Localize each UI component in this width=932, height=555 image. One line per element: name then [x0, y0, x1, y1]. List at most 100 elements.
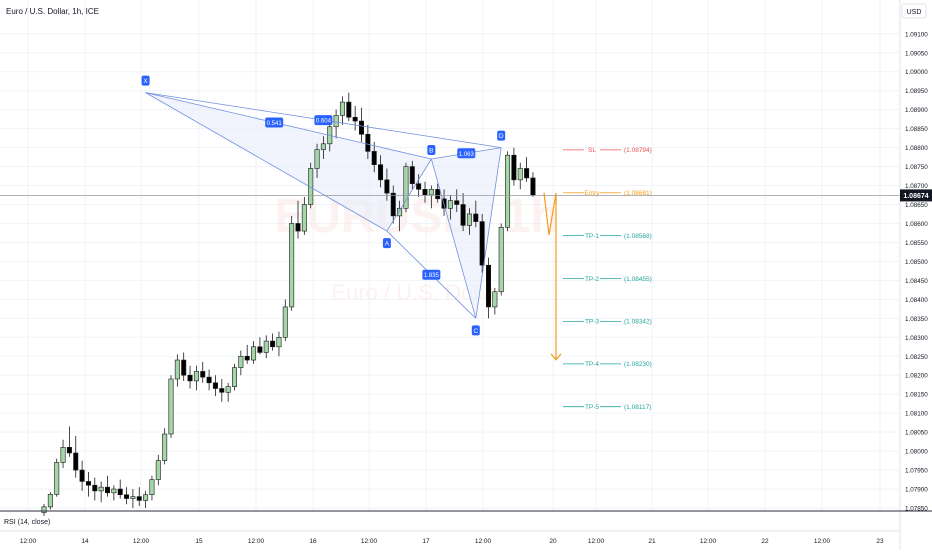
price-tick-label: 1.08400: [905, 297, 928, 304]
time-axis[interactable]: 12:00 14 12:00 15 12:00 16 12:00 17 12:00 20 12:00…: [20, 538, 884, 545]
price-tick-label: 1.08600: [905, 221, 928, 228]
time-tick-label: 12:00: [814, 538, 831, 545]
ratio-badge: [314, 115, 333, 126]
candle: [505, 151, 511, 232]
candle-body: [98, 486, 104, 492]
candle: [403, 162, 409, 213]
candle: [301, 196, 307, 235]
candle: [498, 223, 504, 296]
price-tick-label: 1.08900: [905, 107, 928, 114]
last-price-tag: 1.08674: [900, 189, 932, 202]
candle: [200, 361, 206, 383]
level-price: (1.08342): [624, 319, 652, 326]
candle: [276, 331, 282, 357]
candle: [358, 107, 364, 142]
symbol-title[interactable]: Euro / U.S. Dollar, 1h, ICE: [6, 7, 99, 16]
time-tick-label: 12:00: [248, 538, 265, 545]
time-tick-label: 12:00: [475, 538, 492, 545]
pattern-point-badge: [471, 325, 480, 336]
level-name: TP-3: [585, 319, 599, 326]
ratio-label: 1.063: [459, 152, 475, 158]
candle-body: [454, 200, 460, 205]
candle: [187, 365, 193, 389]
candle: [244, 344, 250, 364]
candle: [47, 492, 53, 510]
candle-body: [238, 355, 244, 368]
candle-body: [117, 488, 123, 496]
level-price: (1.08794): [624, 147, 652, 154]
candle: [466, 208, 472, 235]
pattern-point-badge: [382, 238, 391, 249]
price-axis[interactable]: 1.09100 1.09050 1.09000 1.08950 1.08900 1.088…: [905, 31, 928, 512]
candle-body: [416, 183, 422, 190]
rsi-label[interactable]: RSI (14, close): [4, 519, 50, 526]
time-tick-label: 16: [309, 538, 317, 545]
candle-body: [428, 189, 434, 196]
candle-body: [447, 200, 453, 209]
price-tick-label: 1.07900: [905, 487, 928, 494]
candle-body: [92, 484, 98, 492]
candle-body: [365, 134, 371, 152]
candle-body: [517, 168, 523, 181]
pattern-point-label: B: [429, 147, 433, 154]
candle-body: [473, 213, 479, 222]
price-tick-label: 1.08000: [905, 449, 928, 456]
candle-body: [358, 120, 364, 135]
candle-body: [143, 494, 149, 501]
pattern-point-label: D: [499, 133, 504, 140]
candle: [111, 485, 117, 501]
candle-body: [511, 154, 517, 181]
price-tick-label: 1.08850: [905, 126, 928, 133]
candle: [263, 335, 269, 359]
level-name: TP-1: [585, 233, 599, 240]
candle-body: [397, 208, 403, 217]
time-tick-label: 12:00: [588, 538, 605, 545]
candle-body: [244, 355, 250, 361]
candle-body: [54, 462, 60, 495]
candle: [79, 460, 85, 491]
pattern-fill-layer: [145, 92, 502, 319]
candle: [308, 162, 314, 209]
pattern-leg-cd: [475, 147, 502, 319]
candle-body: [460, 204, 466, 226]
time-tick-label: 23: [876, 538, 884, 545]
candle-body: [270, 340, 276, 348]
candle-body: [149, 479, 155, 496]
last-price-badge: [900, 189, 932, 202]
candle-body: [174, 359, 180, 380]
candle: [314, 143, 320, 178]
price-tick-label: 1.08800: [905, 145, 928, 152]
candle: [117, 479, 123, 499]
candle: [479, 213, 485, 273]
candle: [365, 124, 371, 159]
ratio-badge: [422, 269, 441, 280]
candle: [155, 454, 161, 486]
candle: [238, 350, 244, 376]
candle-body: [485, 264, 491, 308]
price-tick-label: 1.08500: [905, 259, 928, 266]
currency-button[interactable]: [901, 3, 927, 19]
time-tick-label: 12:00: [133, 538, 150, 545]
candle-body: [435, 189, 441, 200]
candle-body: [339, 101, 345, 116]
price-tick-label: 1.08350: [905, 316, 928, 323]
price-tick-label: 1.08950: [905, 88, 928, 95]
candle-body: [162, 433, 168, 461]
time-tick-label: 12:00: [20, 538, 37, 545]
price-tick-label: 1.08700: [905, 183, 928, 190]
price-tick-label: 1.08150: [905, 392, 928, 399]
candle: [73, 435, 79, 478]
candle: [206, 369, 212, 391]
candle-body: [219, 388, 225, 393]
pattern-point-badge: [497, 130, 506, 141]
candle-body: [530, 177, 536, 196]
candle-body: [136, 496, 142, 501]
price-tick-label: 1.08650: [905, 202, 928, 209]
candle-body: [225, 386, 231, 393]
ratio-label: 1.835: [424, 273, 440, 279]
candle: [66, 426, 72, 457]
candle: [162, 428, 168, 465]
candle: [454, 189, 460, 213]
candle-body: [79, 469, 85, 482]
